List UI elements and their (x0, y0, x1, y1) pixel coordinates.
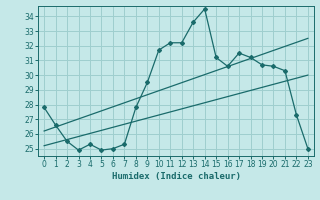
X-axis label: Humidex (Indice chaleur): Humidex (Indice chaleur) (111, 172, 241, 181)
